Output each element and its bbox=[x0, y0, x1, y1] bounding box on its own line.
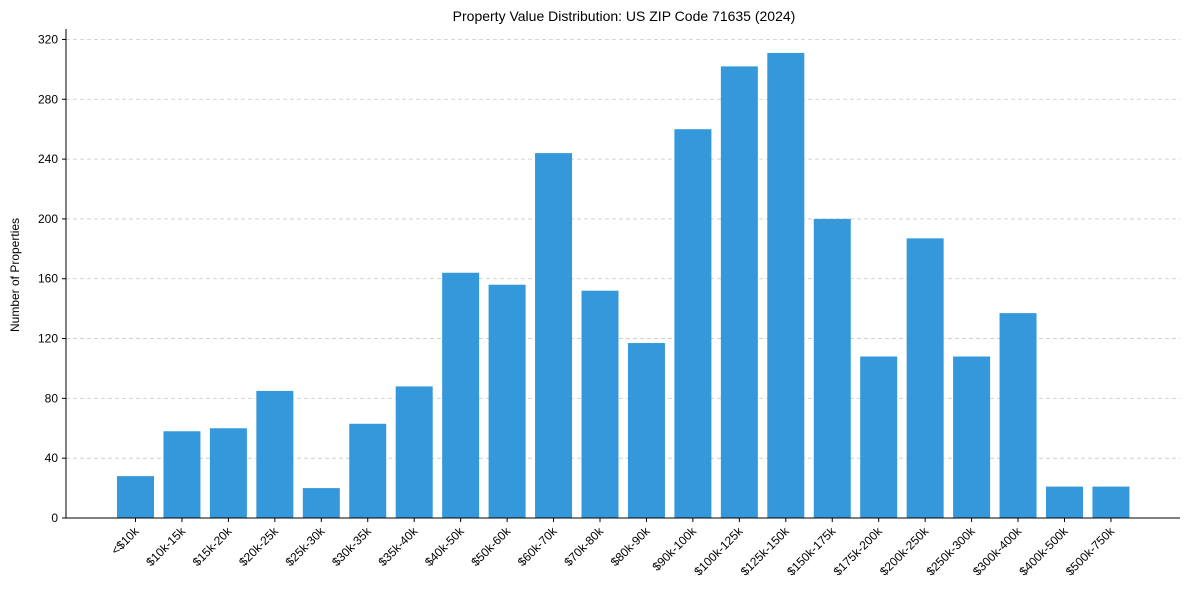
x-tick-label: $10k-15k bbox=[143, 524, 189, 570]
y-tick-label: 40 bbox=[45, 451, 59, 465]
x-ticks: <$10k $10k-15k $15k-20k $20k-25k $25k-30k $30… bbox=[108, 518, 1118, 579]
bar bbox=[953, 356, 991, 518]
x-tick-label: $300k-400k bbox=[970, 524, 1025, 579]
y-tick-label: 280 bbox=[38, 92, 58, 106]
bar bbox=[720, 66, 758, 519]
y-tick-label: 120 bbox=[38, 332, 58, 346]
bar bbox=[302, 488, 340, 518]
bar bbox=[163, 431, 201, 518]
chart-title: Property Value Distribution: US ZIP Code… bbox=[453, 8, 796, 24]
bar bbox=[349, 423, 387, 518]
x-tick-label: $80k-90k bbox=[608, 524, 654, 570]
bars bbox=[117, 52, 1130, 519]
bar bbox=[674, 129, 712, 518]
bar bbox=[767, 52, 805, 518]
x-tick-label: $35k-40k bbox=[376, 524, 422, 570]
bar bbox=[1046, 486, 1083, 518]
bar bbox=[256, 390, 294, 518]
y-tick-label: 200 bbox=[38, 212, 58, 226]
x-tick-label: $15k-20k bbox=[190, 524, 236, 570]
bar bbox=[999, 313, 1037, 518]
axes bbox=[65, 29, 1180, 519]
x-tick-label: <$10k bbox=[108, 524, 142, 558]
x-tick-label: $250k-300k bbox=[923, 524, 978, 579]
x-tick-label: $40k-50k bbox=[422, 524, 468, 570]
bar bbox=[813, 218, 851, 519]
bar bbox=[442, 272, 480, 518]
bar bbox=[209, 428, 247, 518]
y-ticks: 0 40 80 120 160 200 240 280 320 bbox=[38, 32, 66, 525]
x-tick-label: $50k-60k bbox=[468, 524, 514, 570]
bar bbox=[535, 153, 573, 518]
bar bbox=[1092, 486, 1130, 518]
x-tick-label: $30k-35k bbox=[329, 524, 375, 570]
y-tick-label: 80 bbox=[45, 391, 59, 405]
bar bbox=[581, 290, 619, 518]
gridlines bbox=[66, 39, 1180, 459]
bar bbox=[395, 386, 433, 518]
bar bbox=[488, 284, 526, 518]
x-tick-label: $70k-80k bbox=[561, 524, 607, 570]
x-tick-label: $500k-750k bbox=[1063, 524, 1118, 579]
y-axis-label: Number of Properties bbox=[8, 218, 22, 332]
x-tick-label: $100k-125k bbox=[691, 524, 746, 579]
bar bbox=[860, 356, 898, 518]
y-tick-label: 320 bbox=[38, 32, 58, 46]
x-tick-label: $25k-30k bbox=[283, 524, 329, 570]
y-tick-label: 160 bbox=[38, 272, 58, 286]
bar bbox=[906, 238, 944, 519]
y-tick-label: 240 bbox=[38, 152, 58, 166]
x-tick-label: $20k-25k bbox=[236, 524, 282, 570]
bar bbox=[117, 476, 154, 518]
y-tick-label: 0 bbox=[51, 511, 58, 525]
x-tick-label: $60k-70k bbox=[515, 524, 561, 570]
x-tick-label: $125k-150k bbox=[738, 524, 793, 579]
bar bbox=[627, 343, 665, 518]
